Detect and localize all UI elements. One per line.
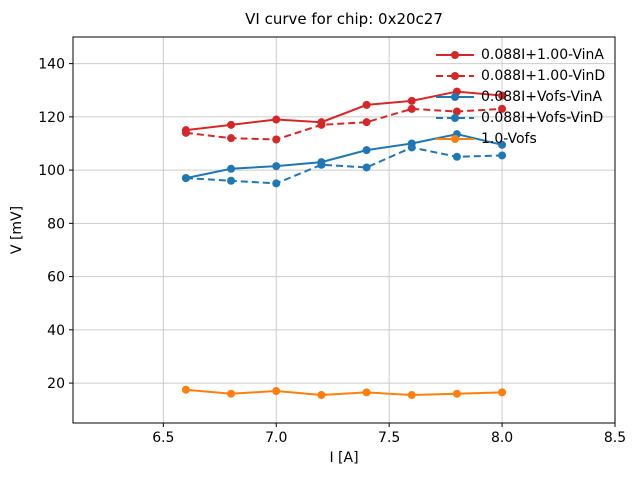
legend-line-swatch [436,113,474,122]
series-line-2 [185,133,503,180]
legend-marker [451,50,459,59]
y-tick-label: 40 [47,323,65,339]
y-tick-label: 100 [38,163,65,179]
data-point [498,151,507,160]
series-line-4 [185,388,503,397]
x-axis-label: I [A] [329,450,359,466]
data-point [498,388,507,397]
data-point [272,179,281,188]
x-tick-label: 8.5 [604,430,626,446]
data-point [407,391,416,400]
x-tick-label: 8.0 [491,430,513,446]
legend-marker [451,71,459,80]
data-point [362,388,371,397]
data-point [317,120,326,129]
data-point [181,174,190,183]
data-point [317,391,326,400]
legend-label: 0.088I+1.00-VinA [481,46,604,63]
data-point [407,104,416,113]
data-point [362,118,371,127]
legend-item: 0.088I+1.00-VinA [436,44,605,65]
legend-item: 0.088I+1.00-VinD [436,65,605,86]
data-point [362,100,371,109]
data-point [407,96,416,105]
legend: 0.088I+1.00-VinA 0.088I+1.00-VinD 0.088I… [436,44,605,149]
data-point [272,162,281,171]
legend-line-swatch [436,50,474,59]
legend-label: 0.088I+Vofs-VinA [481,88,603,105]
data-point [272,115,281,124]
series-line-0 [185,90,503,132]
data-point [362,146,371,155]
data-point [227,120,236,129]
y-tick-label: 60 [47,270,65,286]
y-axis-label: V [mV] [9,205,25,255]
legend-marker [451,134,459,143]
legend-label: 0.088I+1.00-VinD [481,67,606,84]
data-point [317,160,326,169]
legend-item: 0.088I+Vofs-VinD [436,107,605,128]
data-point [452,152,461,161]
series-line-1 [185,107,503,141]
y-tick-label: 80 [47,216,65,232]
legend-item: 0.088I+Vofs-VinA [436,86,605,107]
legend-item: 1.0-Vofs [436,128,605,149]
y-tick-label: 140 [38,57,65,73]
legend-label: 1.0-Vofs [481,130,537,147]
legend-marker [451,92,459,101]
data-point [227,389,236,398]
data-point [272,387,281,396]
data-point [181,385,190,394]
data-point [498,104,507,113]
data-point [498,91,507,100]
plot-border [72,36,616,424]
legend-label: 0.088I+Vofs-VinD [481,109,604,126]
data-point [272,135,281,144]
x-tick-label: 6.5 [152,430,174,446]
data-point [362,163,371,172]
legend-line-swatch [436,134,474,143]
legend-line-swatch [436,71,474,80]
data-point [227,134,236,143]
data-point [498,140,507,149]
chart-title: VI curve for chip: 0x20c27 [245,10,443,28]
x-tick-label: 7.5 [378,430,400,446]
data-point [227,176,236,185]
data-point [227,164,236,173]
legend-line-swatch [436,92,474,101]
y-tick-label: 20 [47,376,65,392]
legend-marker [451,113,459,122]
data-point [452,389,461,398]
data-point [181,128,190,137]
x-tick-label: 7.0 [265,430,287,446]
data-point [407,143,416,152]
y-tick-label: 120 [38,110,65,126]
